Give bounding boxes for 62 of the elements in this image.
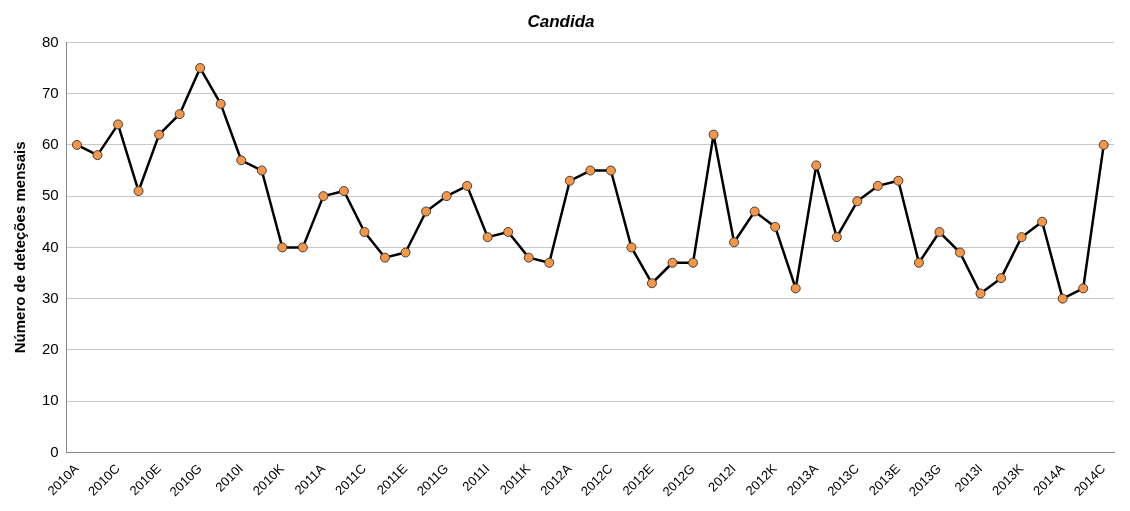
point (256, 165, 267, 176)
point (71, 139, 82, 150)
point (872, 180, 883, 191)
point (195, 63, 206, 74)
point (1057, 293, 1068, 304)
point (688, 257, 699, 268)
point (154, 129, 165, 140)
point (1098, 139, 1109, 150)
point (996, 273, 1007, 284)
point (954, 247, 965, 258)
point (913, 257, 924, 268)
point (544, 257, 555, 268)
point (749, 206, 760, 217)
point (605, 165, 616, 176)
point (297, 242, 308, 253)
point (215, 98, 226, 109)
point (318, 191, 329, 202)
y-tick-label: 60 (42, 135, 59, 153)
point (893, 175, 904, 186)
point (379, 252, 390, 263)
y-tick-label: 30 (42, 288, 59, 306)
point (482, 232, 493, 243)
point (811, 160, 822, 171)
y-tick-label: 80 (42, 32, 59, 50)
point (1078, 283, 1089, 294)
point (421, 206, 432, 217)
y-axis-title: Número de deteções mensais (11, 141, 29, 354)
point (338, 186, 349, 197)
point (975, 288, 986, 299)
point (646, 278, 657, 289)
point (400, 247, 411, 258)
point (133, 186, 144, 197)
point (564, 175, 575, 186)
y-tick-label: 20 (42, 340, 59, 358)
point (503, 227, 514, 238)
y-tick-label: 70 (42, 83, 59, 101)
point (831, 232, 842, 243)
point (770, 221, 781, 232)
point (790, 283, 801, 294)
point (708, 129, 719, 140)
point (523, 252, 534, 263)
point (626, 242, 637, 253)
chart-title: Candida (527, 11, 595, 31)
y-tick-label: 40 (42, 237, 59, 255)
point (359, 227, 370, 238)
y-tick-label: 10 (42, 391, 59, 409)
point (174, 109, 185, 120)
point (1016, 232, 1027, 243)
point (729, 237, 740, 248)
y-tick-label: 0 (50, 442, 59, 460)
point (113, 119, 124, 130)
point (236, 155, 247, 166)
point (667, 257, 678, 268)
point (92, 150, 103, 161)
point (934, 227, 945, 238)
y-tick-label: 50 (42, 186, 59, 204)
point (852, 196, 863, 207)
point (585, 165, 596, 176)
point (441, 191, 452, 202)
point (1037, 216, 1048, 227)
point (462, 180, 473, 191)
point (277, 242, 288, 253)
